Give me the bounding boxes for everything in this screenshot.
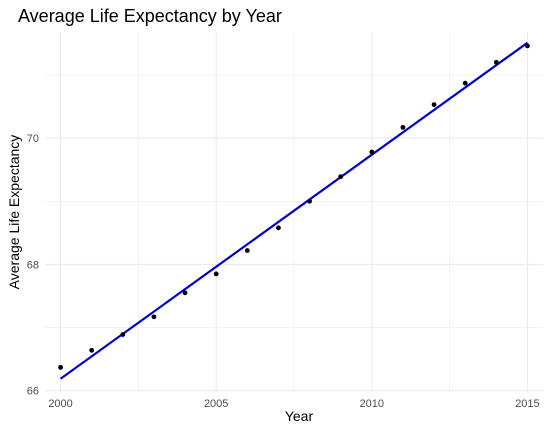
x-tick-label: 2010 bbox=[360, 398, 384, 410]
data-point bbox=[244, 248, 250, 253]
x-axis-title: Year bbox=[285, 408, 314, 424]
data-points bbox=[58, 43, 530, 370]
x-tick-label: 2005 bbox=[204, 398, 228, 410]
data-point bbox=[151, 314, 157, 320]
data-point bbox=[213, 271, 219, 277]
data-point bbox=[307, 198, 312, 204]
y-tick-label: 66 bbox=[27, 386, 39, 398]
trend-line bbox=[59, 41, 529, 380]
y-axis-ticks: 66 68 70 bbox=[27, 133, 39, 398]
data-point bbox=[89, 347, 95, 353]
data-point bbox=[400, 124, 406, 130]
x-axis-ticks: 2000 2005 2010 2015 bbox=[48, 398, 539, 410]
data-point bbox=[276, 225, 281, 231]
data-point bbox=[431, 102, 437, 108]
x-tick-label: 2015 bbox=[515, 398, 539, 410]
data-point bbox=[462, 80, 468, 86]
y-tick-label: 70 bbox=[27, 133, 39, 145]
y-tick-label: 68 bbox=[27, 259, 39, 271]
y-axis-title: Average Life Expectancy bbox=[6, 135, 22, 290]
data-point bbox=[369, 149, 375, 155]
grid-lines bbox=[45, 32, 543, 392]
data-point bbox=[58, 364, 63, 370]
x-tick-label: 2000 bbox=[48, 398, 72, 410]
data-point bbox=[493, 59, 499, 65]
data-point bbox=[525, 43, 530, 49]
data-point bbox=[120, 332, 126, 337]
chart-title: Average Life Expectancy by Year bbox=[18, 6, 282, 26]
data-point bbox=[182, 290, 188, 296]
data-point bbox=[338, 174, 344, 180]
trend-line-layer bbox=[59, 41, 529, 380]
